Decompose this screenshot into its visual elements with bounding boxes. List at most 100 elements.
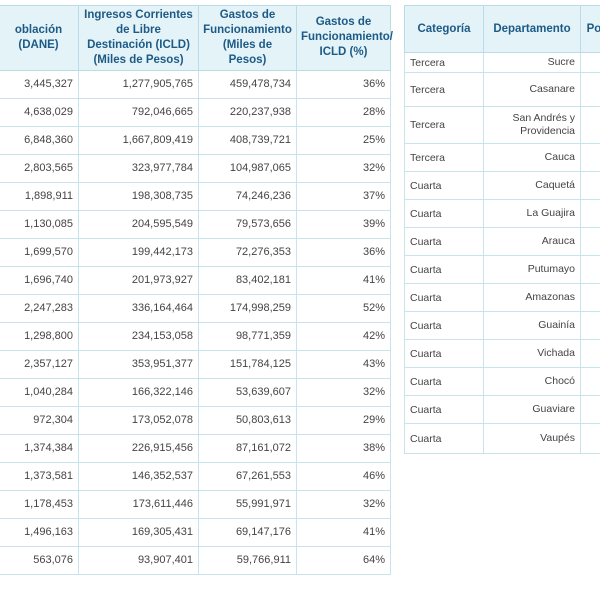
empty-cell [580, 255, 600, 284]
cell: 408,739,721 [198, 125, 297, 155]
cell: 336,164,464 [78, 293, 199, 323]
header-cell: Departamento [483, 5, 581, 53]
table-row: 3,445,327 1,277,905,765 459,478,734 36% [0, 69, 391, 99]
cell: 792,046,665 [78, 97, 199, 127]
table-row: 1,130,085 204,595,549 79,573,656 39% [0, 209, 391, 239]
category-cell: Cuarta [404, 339, 484, 368]
cell: 43% [296, 349, 391, 379]
table-row: 1,040,284 166,322,146 53,639,607 32% [0, 377, 391, 407]
table-row: 972,304 173,052,078 50,803,613 29% [0, 405, 391, 435]
department-cell: Casanare [483, 72, 581, 107]
cell: 204,595,549 [78, 209, 199, 239]
cell: 1,040,284 [0, 377, 79, 407]
department-cell: Vichada [483, 339, 581, 368]
cell: 42% [296, 321, 391, 351]
header-cell: Categoría [404, 5, 484, 53]
cell: 3,445,327 [0, 69, 79, 99]
cell: 32% [296, 153, 391, 183]
table-row: 2,247,283 336,164,464 174,998,259 52% [0, 293, 391, 323]
cell: 1,373,581 [0, 461, 79, 491]
empty-cell [580, 72, 600, 107]
cell: 972,304 [0, 405, 79, 435]
cell: 52% [296, 293, 391, 323]
table-row: Tercera Casanare [404, 72, 600, 107]
cell: 29% [296, 405, 391, 435]
category-cell: Cuarta [404, 367, 484, 396]
cell: 1,298,800 [0, 321, 79, 351]
empty-cell [580, 423, 600, 454]
department-cell: Vaupés [483, 423, 581, 454]
category-cell: Tercera [404, 106, 484, 144]
header-cell: Ingresos Corrientes de Libre Destinación… [78, 5, 199, 71]
table-row: 1,699,570 199,442,173 72,276,353 36% [0, 237, 391, 267]
empty-cell [580, 199, 600, 228]
category-cell: Cuarta [404, 171, 484, 200]
cell: 563,076 [0, 545, 79, 575]
cell: 173,611,446 [78, 489, 199, 519]
department-cell: Guainía [483, 311, 581, 340]
table-row: Cuarta Arauca [404, 227, 600, 256]
table-row: 4,638,029 792,046,665 220,237,938 28% [0, 97, 391, 127]
table-row: Cuarta Guaviare [404, 395, 600, 424]
empty-cell [580, 171, 600, 200]
cell: 1,374,384 [0, 433, 79, 463]
cell: 41% [296, 265, 391, 295]
cell: 83,402,181 [198, 265, 297, 295]
cell: 323,977,784 [78, 153, 199, 183]
cell: 69,147,176 [198, 517, 297, 547]
table-row: 1,374,384 226,915,456 87,161,072 38% [0, 433, 391, 463]
table-row: 1,496,163 169,305,431 69,147,176 41% [0, 517, 391, 547]
cell: 2,357,127 [0, 349, 79, 379]
cell: 98,771,359 [198, 321, 297, 351]
cell: 36% [296, 69, 391, 99]
table-row: 2,803,565 323,977,784 104,987,065 32% [0, 153, 391, 183]
category-cell: Cuarta [404, 395, 484, 424]
cell: 46% [296, 461, 391, 491]
table-row: 6,848,360 1,667,809,419 408,739,721 25% [0, 125, 391, 155]
table-row: 2,357,127 353,951,377 151,784,125 43% [0, 349, 391, 379]
table-row: Cuarta Amazonas [404, 283, 600, 312]
cell: 59,766,911 [198, 545, 297, 575]
cell: 4,638,029 [0, 97, 79, 127]
left-table: oblación (DANE) Ingresos Corrientes de Li… [0, 5, 393, 575]
empty-cell [580, 143, 600, 172]
cell: 2,247,283 [0, 293, 79, 323]
cell: 72,276,353 [198, 237, 297, 267]
cell: 38% [296, 433, 391, 463]
cell: 169,305,431 [78, 517, 199, 547]
department-cell: Guaviare [483, 395, 581, 424]
cell: 53,639,607 [198, 377, 297, 407]
cell: 32% [296, 489, 391, 519]
cell: 1,496,163 [0, 517, 79, 547]
cell: 41% [296, 517, 391, 547]
cell: 93,907,401 [78, 545, 199, 575]
table-row: Cuarta Vichada [404, 339, 600, 368]
header-cell: Pob [580, 5, 600, 53]
cell: 220,237,938 [198, 97, 297, 127]
cell: 174,998,259 [198, 293, 297, 323]
department-cell: San Andrés y Providencia [483, 106, 581, 144]
department-cell: Sucre [483, 52, 581, 73]
cell: 37% [296, 181, 391, 211]
cell: 79,573,656 [198, 209, 297, 239]
cell: 28% [296, 97, 391, 127]
cell: 55,991,971 [198, 489, 297, 519]
cell: 353,951,377 [78, 349, 199, 379]
cell: 173,052,078 [78, 405, 199, 435]
category-cell: Cuarta [404, 311, 484, 340]
table-row: Cuarta Vaupés [404, 423, 600, 454]
cell: 67,261,553 [198, 461, 297, 491]
empty-cell [580, 227, 600, 256]
cell: 198,308,735 [78, 181, 199, 211]
cell: 1,699,570 [0, 237, 79, 267]
header-cell: oblación (DANE) [0, 5, 79, 71]
category-cell: Cuarta [404, 199, 484, 228]
cell: 201,973,927 [78, 265, 199, 295]
empty-cell [580, 339, 600, 368]
cell: 32% [296, 377, 391, 407]
header-cell: Gastos de Funcionamiento/ ICLD (%) [296, 5, 393, 71]
cell: 6,848,360 [0, 125, 79, 155]
right-table: CategoríaDepartamentoPob Tercera SucreTerc… [404, 5, 600, 454]
cell: 1,130,085 [0, 209, 79, 239]
